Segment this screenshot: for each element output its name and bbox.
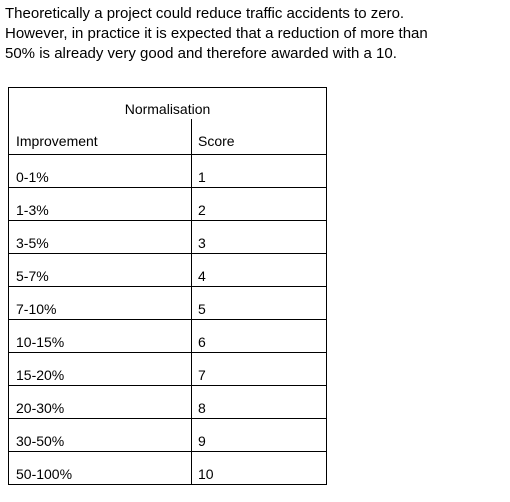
score-header: Score [192,119,327,155]
improvement-cell: 3-5% [9,221,192,254]
improvement-cell: 30-50% [9,419,192,452]
score-cell: 2 [192,188,327,221]
score-cell: 10 [192,452,327,485]
improvement-cell: 50-100% [9,452,192,485]
score-cell: 3 [192,221,327,254]
score-cell: 6 [192,320,327,353]
intro-paragraph: Theoretically a project could reduce tra… [5,4,505,64]
table-row: 15-20% 7 [9,353,327,386]
table-caption: Normalisation [9,88,327,120]
improvement-cell: 0-1% [9,155,192,188]
score-cell: 4 [192,254,327,287]
improvement-cell: 7-10% [9,287,192,320]
table-row: 30-50% 9 [9,419,327,452]
table-caption-row: Normalisation [9,88,327,120]
table-row: 10-15% 6 [9,320,327,353]
table-row: 3-5% 3 [9,221,327,254]
improvement-header: Improvement [9,119,192,155]
table-row: 50-100% 10 [9,452,327,485]
score-cell: 5 [192,287,327,320]
table-row: 0-1% 1 [9,155,327,188]
score-cell: 8 [192,386,327,419]
table-row: 1-3% 2 [9,188,327,221]
table-row: 7-10% 5 [9,287,327,320]
improvement-cell: 20-30% [9,386,192,419]
normalisation-table: Normalisation Improvement Score 0-1% 1 1… [8,87,327,485]
score-cell: 9 [192,419,327,452]
improvement-cell: 15-20% [9,353,192,386]
intro-line: Theoretically a project could reduce tra… [5,4,505,24]
table-row: 5-7% 4 [9,254,327,287]
score-cell: 1 [192,155,327,188]
intro-line: However, in practice it is expected that… [5,24,505,44]
improvement-cell: 1-3% [9,188,192,221]
improvement-cell: 10-15% [9,320,192,353]
table-row: 20-30% 8 [9,386,327,419]
intro-line: 50% is already very good and therefore a… [5,44,505,64]
score-cell: 7 [192,353,327,386]
table-header-row: Improvement Score [9,119,327,155]
improvement-cell: 5-7% [9,254,192,287]
